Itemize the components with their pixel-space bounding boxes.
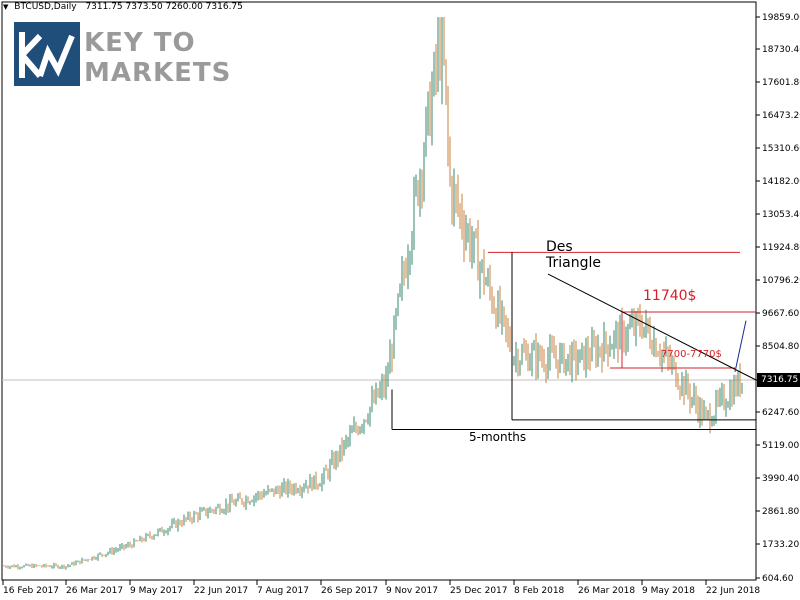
- y-tick-label: 17601.80: [762, 78, 800, 88]
- dropdown-triangle-icon[interactable]: ▼: [3, 3, 9, 11]
- y-tick-label: 13053.40: [762, 210, 800, 220]
- descending-trendline: [547, 273, 757, 381]
- logo-line-1: KEY TO: [84, 28, 196, 58]
- symbol-label: BTCUSD,Daily: [14, 2, 77, 12]
- target-label: 11740$: [643, 288, 697, 304]
- km-logo-icon: [19, 32, 75, 78]
- x-tick-label: 8 Feb 2018: [514, 586, 565, 596]
- x-tick-label: 26 Mar 2017: [66, 586, 123, 596]
- logo-mark-icon: [14, 22, 80, 86]
- zone-label: 7700-7770$: [661, 349, 722, 360]
- candles: [3, 17, 743, 570]
- y-tick-label: 14182.00: [762, 177, 800, 187]
- x-tick-label: 7 Aug 2017: [257, 586, 309, 596]
- x-tick-label: 9 Nov 2017: [386, 586, 438, 596]
- current-price-badge: 7316.75: [757, 373, 800, 387]
- level-lines: [391, 251, 757, 430]
- logo-line-2: MARKETS: [84, 58, 232, 88]
- y-tick-label: 16473.20: [762, 111, 800, 121]
- x-tick-label: 9 May 2018: [642, 586, 695, 596]
- x-tick-label: 26 Sep 2017: [321, 586, 378, 596]
- y-tick-label: 19859.00: [762, 13, 800, 23]
- x-tick-label: 16 Feb 2017: [3, 586, 59, 596]
- ohlc-label: 7311.75 7373.50 7260.00 7316.75: [85, 2, 243, 12]
- x-tick-label: 9 May 2017: [130, 586, 183, 596]
- y-tick-label: 10796.20: [762, 276, 800, 286]
- pattern-label-line2: Triangle: [546, 255, 601, 271]
- pattern-label-line1: Des: [546, 239, 573, 255]
- x-tick-label: 26 Mar 2018: [578, 586, 635, 596]
- projection-line: [734, 320, 747, 372]
- base-label: 5-months: [469, 430, 527, 444]
- y-tick-label: 5119.00: [762, 441, 799, 451]
- y-tick-label: 3990.40: [762, 474, 799, 484]
- x-tick-label: 25 Dec 2017: [450, 586, 508, 596]
- y-tick-label: 9667.60: [762, 309, 799, 319]
- y-tick-label: 6247.60: [762, 408, 799, 418]
- y-tick-label: 18730.40: [762, 45, 800, 55]
- logo-text: KEY TO MARKETS: [84, 28, 231, 88]
- y-tick-label: 604.60: [762, 574, 794, 584]
- x-axis: 16 Feb 2017 26 Mar 2017 9 May 2017 22 Jun 2…: [2, 580, 760, 596]
- y-tick-label: 8504.80: [762, 342, 799, 352]
- y-tick-label: 1733.20: [762, 540, 799, 550]
- chart-header: ▼ BTCUSD,Daily 7311.75 7373.50 7260.00 7…: [3, 2, 243, 12]
- y-axis: 19859.00 18730.40 17601.80 16473.20 15310.60…: [756, 13, 800, 584]
- x-tick-label: 22 Jun 2018: [706, 586, 760, 596]
- plot-area: [1, 1, 757, 581]
- y-tick-label: 2861.80: [762, 507, 799, 517]
- y-tick-label: 15310.60: [762, 144, 800, 154]
- pattern-label: Des Triangle: [546, 239, 601, 271]
- y-tick-label: 11924.80: [762, 243, 800, 253]
- x-tick-label: 22 Jun 2017: [194, 586, 248, 596]
